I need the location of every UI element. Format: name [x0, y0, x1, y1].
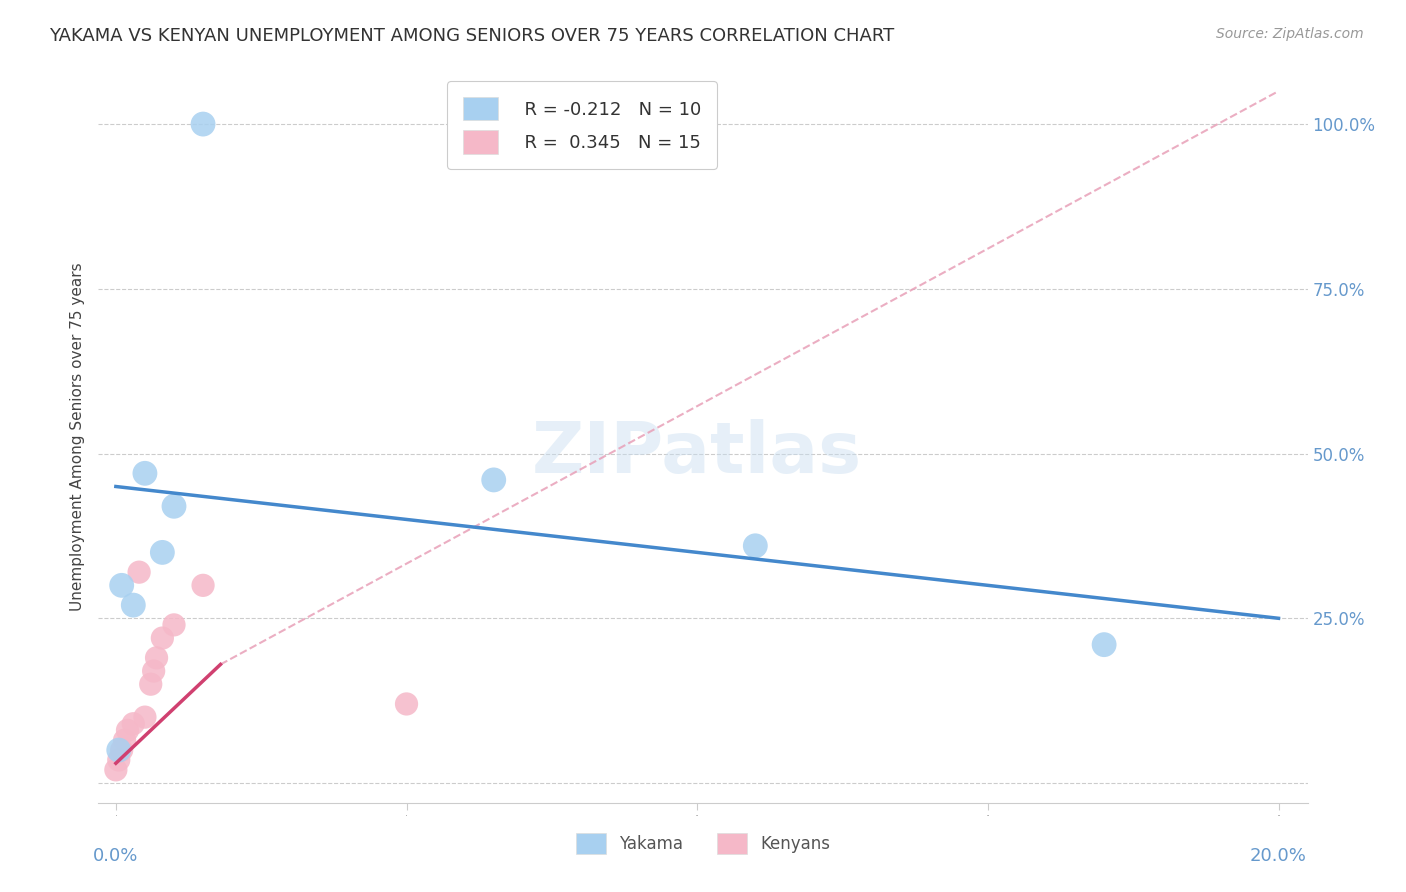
- Point: [134, 710, 156, 724]
- Point: [145, 650, 167, 665]
- Point: [191, 117, 214, 131]
- Point: [1092, 638, 1115, 652]
- Text: YAKAMA VS KENYAN UNEMPLOYMENT AMONG SENIORS OVER 75 YEARS CORRELATION CHART: YAKAMA VS KENYAN UNEMPLOYMENT AMONG SENI…: [49, 27, 894, 45]
- Point: [142, 664, 165, 678]
- Point: [139, 677, 162, 691]
- Point: [150, 631, 173, 645]
- Text: 20.0%: 20.0%: [1250, 847, 1308, 864]
- Point: [107, 743, 129, 757]
- Point: [163, 618, 186, 632]
- Text: ZIPatlas: ZIPatlas: [531, 419, 862, 488]
- Point: [128, 565, 150, 579]
- Y-axis label: Unemployment Among Seniors over 75 years: Unemployment Among Seniors over 75 years: [69, 263, 84, 611]
- Point: [150, 545, 173, 559]
- Point: [744, 539, 766, 553]
- Point: [134, 467, 156, 481]
- Point: [191, 578, 214, 592]
- Point: [482, 473, 505, 487]
- Point: [163, 500, 186, 514]
- Point: [107, 753, 129, 767]
- Point: [122, 598, 145, 612]
- Text: Source: ZipAtlas.com: Source: ZipAtlas.com: [1216, 27, 1364, 41]
- Point: [117, 723, 139, 738]
- Point: [122, 716, 145, 731]
- Point: [111, 578, 134, 592]
- Legend: Yakama, Kenyans: Yakama, Kenyans: [569, 827, 837, 860]
- Point: [395, 697, 418, 711]
- Point: [114, 733, 136, 747]
- Point: [104, 763, 127, 777]
- Text: 0.0%: 0.0%: [93, 847, 139, 864]
- Point: [111, 743, 134, 757]
